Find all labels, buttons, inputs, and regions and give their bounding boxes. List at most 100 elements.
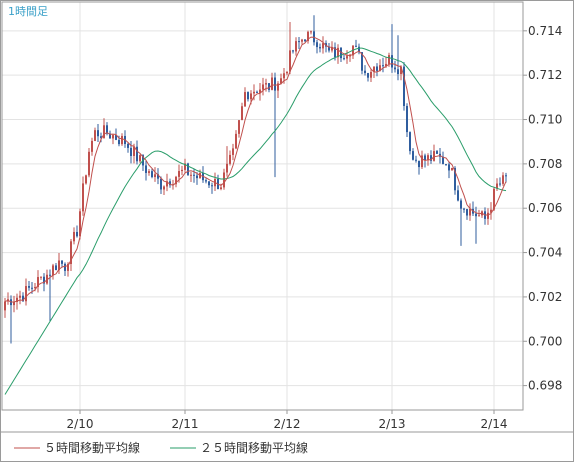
candle-body bbox=[367, 73, 369, 78]
x-tick-label: 2/13 bbox=[379, 417, 406, 431]
y-tick-label: 0.698 bbox=[528, 379, 562, 393]
candle-body bbox=[196, 175, 198, 179]
candle-body bbox=[208, 181, 210, 186]
candle-body bbox=[505, 175, 507, 177]
candle-body bbox=[409, 132, 411, 152]
candle-body bbox=[271, 77, 273, 90]
x-tick-label: 2/12 bbox=[274, 417, 301, 431]
candle-body bbox=[79, 211, 81, 237]
candle-body bbox=[280, 78, 282, 84]
candle-body bbox=[103, 125, 105, 138]
candle-body bbox=[100, 136, 102, 138]
candle-body bbox=[235, 133, 237, 149]
candle-body bbox=[349, 55, 351, 57]
candle-body bbox=[361, 52, 363, 71]
candle-body bbox=[40, 276, 42, 278]
legend: ５時間移動平均線 ２５時間移動平均線 bbox=[14, 440, 308, 455]
candle-body bbox=[85, 175, 87, 184]
candle-body bbox=[265, 83, 267, 85]
candle-body bbox=[391, 55, 393, 68]
candle-body bbox=[415, 159, 417, 161]
candle-body bbox=[19, 295, 21, 298]
candle-body bbox=[316, 42, 318, 48]
candle-body bbox=[190, 174, 192, 176]
candle-body bbox=[394, 67, 396, 70]
ma25-line bbox=[4, 47, 507, 395]
candle-body bbox=[328, 46, 330, 51]
candle-body bbox=[16, 297, 18, 302]
candle-body bbox=[181, 169, 183, 172]
candle-body bbox=[262, 84, 264, 90]
candle-body bbox=[502, 175, 504, 184]
y-axis-ticks: 0.714 0.712 0.710 0.708 0.706 0.704 0.702 0.700… bbox=[523, 24, 562, 393]
candle-body bbox=[31, 287, 33, 289]
candle-body bbox=[466, 209, 468, 216]
candle-body bbox=[28, 286, 30, 288]
candle-body bbox=[205, 180, 207, 182]
candle-body bbox=[436, 151, 438, 154]
candle-body bbox=[406, 105, 408, 133]
candle-body bbox=[376, 66, 378, 71]
candle-body bbox=[160, 178, 162, 190]
candle-body bbox=[286, 71, 288, 74]
candle-body bbox=[490, 209, 492, 213]
candle-body bbox=[52, 265, 54, 276]
candle-body bbox=[91, 140, 93, 152]
plot-frame bbox=[1, 1, 524, 411]
candle-body bbox=[154, 174, 156, 178]
candle-body bbox=[70, 241, 72, 264]
candle-body bbox=[94, 130, 96, 141]
candle-body bbox=[469, 208, 471, 216]
candle-body bbox=[457, 190, 459, 201]
x-tick-label: 2/11 bbox=[172, 417, 199, 431]
candle-body bbox=[427, 155, 429, 161]
candle-body bbox=[487, 212, 489, 219]
candle-body bbox=[475, 213, 477, 217]
candle-body bbox=[133, 146, 135, 156]
candle-body bbox=[379, 65, 381, 71]
candle-body bbox=[307, 31, 309, 42]
candle-body bbox=[346, 56, 348, 59]
candle-body bbox=[232, 148, 234, 155]
candle-body bbox=[277, 83, 279, 91]
candle-body bbox=[370, 71, 372, 78]
candle-body bbox=[421, 155, 423, 168]
candle-body bbox=[130, 147, 132, 156]
candle-body bbox=[229, 154, 231, 164]
candle-body bbox=[400, 66, 402, 75]
candle-body bbox=[157, 174, 159, 179]
candle-body bbox=[169, 181, 171, 186]
candle-body bbox=[301, 39, 303, 42]
candle-body bbox=[49, 274, 51, 276]
candle-body bbox=[256, 91, 258, 93]
candle-body bbox=[34, 286, 36, 288]
candle-body bbox=[43, 276, 45, 284]
candle-body bbox=[334, 47, 336, 58]
candle-body bbox=[493, 188, 495, 210]
candle-body bbox=[340, 47, 342, 59]
candle-body bbox=[193, 174, 195, 176]
candle-body bbox=[211, 185, 213, 187]
candle-body bbox=[163, 186, 165, 190]
candle-body bbox=[373, 66, 375, 72]
candle-body bbox=[433, 151, 435, 161]
candle-body bbox=[58, 260, 60, 271]
candle-body bbox=[448, 164, 450, 171]
candle-body bbox=[55, 265, 57, 271]
candle-body bbox=[37, 277, 39, 287]
candle-body bbox=[358, 46, 360, 53]
candle-body bbox=[460, 200, 462, 209]
candle-body bbox=[424, 155, 426, 161]
candle-body bbox=[244, 92, 246, 107]
candle-body bbox=[289, 50, 291, 72]
y-tick-label: 0.712 bbox=[528, 68, 562, 82]
x-tick-label: 2/10 bbox=[67, 417, 94, 431]
candle-body bbox=[274, 77, 276, 91]
candle-body bbox=[397, 69, 399, 75]
candle-body bbox=[238, 120, 240, 134]
candle-body bbox=[73, 231, 75, 242]
candle-body bbox=[67, 263, 69, 271]
candle-body bbox=[364, 70, 366, 74]
candle-body bbox=[178, 171, 180, 177]
